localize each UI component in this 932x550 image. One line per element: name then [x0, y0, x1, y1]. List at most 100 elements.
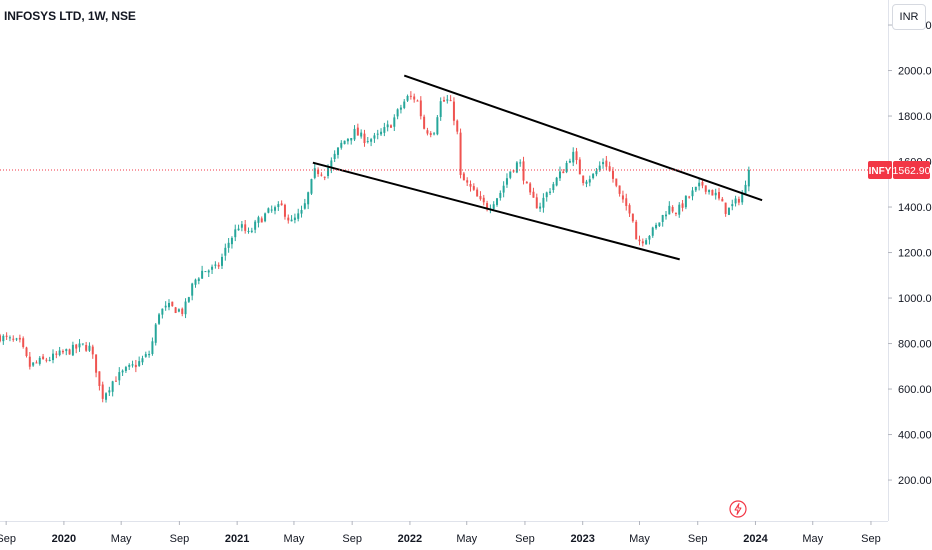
candle: [641, 238, 644, 247]
candle: [230, 236, 233, 249]
candle: [18, 334, 21, 343]
x-tick-label: 2022: [398, 533, 422, 545]
candle: [234, 224, 237, 242]
candle: [313, 163, 316, 180]
candle: [443, 96, 445, 103]
candle: [217, 262, 220, 270]
candle: [423, 114, 426, 130]
candle: [731, 199, 734, 211]
candle: [78, 339, 81, 352]
candle: [174, 306, 177, 314]
candle: [651, 226, 654, 238]
candle: [393, 114, 396, 132]
candle: [456, 119, 459, 135]
candle: [615, 178, 618, 188]
candle: [595, 168, 598, 177]
candle: [42, 353, 45, 360]
candle: [688, 195, 691, 199]
candle: [496, 197, 499, 207]
candle: [389, 124, 392, 128]
trendlines: [312, 74, 763, 261]
last-price-label: 1562.90: [893, 165, 931, 177]
candle: [75, 343, 78, 354]
candle: [698, 179, 701, 191]
candle: [383, 122, 386, 137]
candle: [734, 195, 737, 207]
candle: [293, 213, 296, 224]
candle: [131, 360, 134, 368]
candle: [426, 127, 429, 136]
candle: [499, 190, 502, 201]
candle: [671, 205, 674, 214]
last-price-tag: [893, 160, 930, 179]
candle: [114, 376, 117, 382]
candle: [472, 183, 475, 191]
candle: [118, 367, 121, 386]
candle: [194, 278, 197, 288]
candle: [283, 203, 286, 220]
candle: [373, 132, 376, 143]
candle: [602, 158, 605, 169]
candle: [439, 97, 442, 121]
y-tick-label: 800.00: [898, 339, 932, 351]
candle: [22, 336, 25, 349]
candle: [708, 189, 711, 195]
candle: [509, 171, 512, 180]
candle: [549, 188, 552, 196]
candle: [214, 261, 217, 269]
candle: [721, 196, 724, 202]
time-axis: Sep 2020 May Sep 2021 May Sep 2022 May Sep 2023 May…: [0, 521, 888, 545]
candle: [161, 308, 164, 319]
candle: [406, 94, 409, 102]
candle: [353, 125, 356, 142]
candle: [336, 147, 339, 159]
candle: [598, 161, 601, 172]
candle: [605, 155, 608, 171]
candle: [250, 227, 253, 234]
candle: [621, 190, 624, 203]
candle: [645, 238, 648, 245]
y-tick-label: 200.00: [898, 475, 932, 487]
candle: [678, 202, 681, 218]
candle: [648, 235, 651, 245]
candle: [134, 359, 137, 373]
candle: [237, 224, 240, 231]
candle: [363, 129, 366, 147]
candle: [446, 94, 449, 104]
candle: [144, 351, 147, 358]
candle: [343, 140, 346, 145]
lightning-bolt-icon[interactable]: [729, 500, 747, 518]
candle: [346, 137, 349, 145]
x-tick-label: May: [629, 533, 650, 545]
y-tick-label: 1800.00: [898, 111, 932, 123]
candle: [257, 215, 260, 228]
candle: [535, 193, 538, 209]
upper-channel-trendline[interactable]: [403, 74, 763, 202]
lower-channel-trendline[interactable]: [312, 161, 680, 261]
x-tick-label: 2024: [743, 533, 768, 545]
currency-button[interactable]: INR: [892, 4, 926, 30]
candle: [413, 93, 416, 103]
candle: [562, 169, 565, 174]
candle: [164, 301, 167, 311]
candle: [519, 159, 522, 167]
candle: [658, 222, 661, 227]
candle: [433, 131, 436, 136]
candle: [714, 188, 717, 200]
candle: [585, 179, 588, 188]
candle: [429, 131, 432, 138]
x-tick-label: 2020: [52, 533, 76, 545]
candle: [618, 185, 621, 197]
candle: [552, 181, 555, 193]
candle: [522, 156, 525, 185]
x-tick-label: Sep: [0, 533, 16, 545]
candle: [45, 357, 48, 363]
candle: [221, 253, 223, 270]
candle: [592, 173, 595, 180]
candlestick-series: [0, 91, 750, 403]
candle: [138, 356, 141, 367]
candle: [141, 355, 144, 366]
candle: [277, 201, 280, 211]
candle: [366, 136, 369, 144]
